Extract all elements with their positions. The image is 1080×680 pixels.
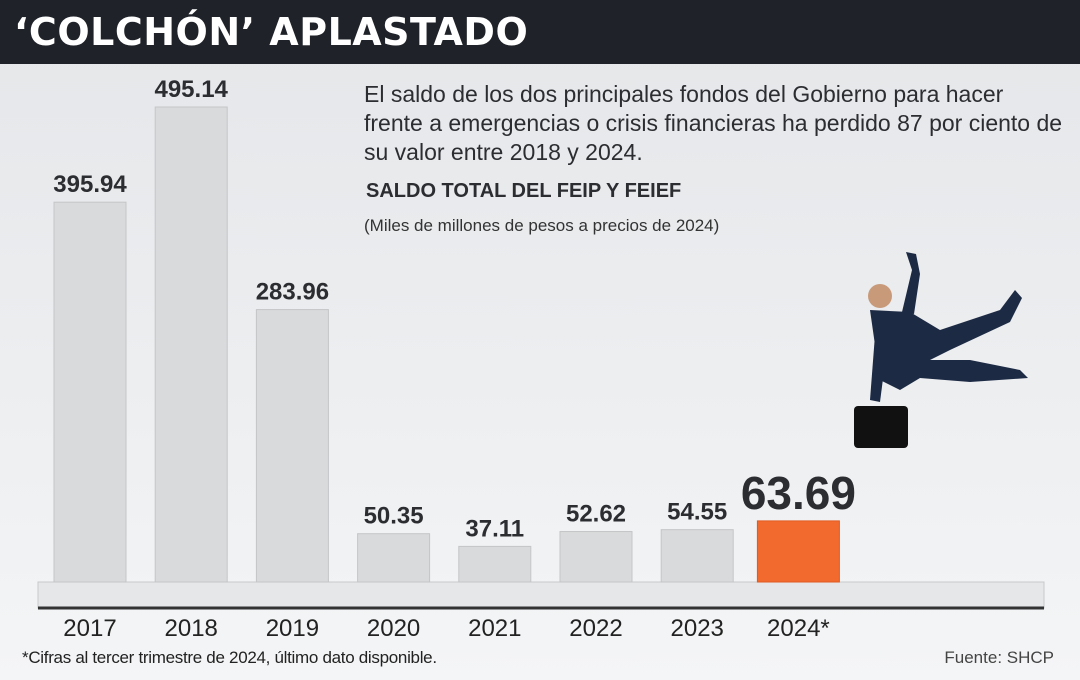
falling-businessman-illustration xyxy=(854,252,1028,448)
data-label: 495.14 xyxy=(154,76,228,103)
x-tick-label: 2020 xyxy=(367,615,420,642)
x-tick-label: 2018 xyxy=(165,615,218,642)
bar-2024* xyxy=(756,520,840,583)
x-tick-label: 2023 xyxy=(671,615,724,642)
bar-2020 xyxy=(357,533,431,583)
x-tick-label: 2022 xyxy=(569,615,622,642)
data-label: 37.11 xyxy=(465,515,524,542)
bar-2017 xyxy=(53,201,127,583)
bar-2019 xyxy=(255,309,329,583)
x-tick-label: 2021 xyxy=(468,615,521,642)
chart-subtitle: (Miles de millones de pesos a precios de… xyxy=(364,216,720,235)
data-label: 395.94 xyxy=(53,171,127,198)
data-label: 54.55 xyxy=(667,499,727,526)
bar-2021 xyxy=(458,545,532,583)
x-tick-label: 2024* xyxy=(767,615,830,642)
x-tick-label: 2017 xyxy=(63,615,116,642)
source: Fuente: SHCP xyxy=(944,648,1054,667)
header-bar: ‘COLCHÓN’ APLASTADO xyxy=(0,0,1080,64)
page-title: ‘COLCHÓN’ APLASTADO xyxy=(14,10,529,54)
data-label: 283.96 xyxy=(256,279,329,306)
bar-2018 xyxy=(154,106,228,583)
x-tick-label: 2019 xyxy=(266,615,319,642)
data-label: 52.62 xyxy=(566,501,626,528)
bar-2023 xyxy=(660,529,734,583)
bar-2022 xyxy=(559,531,633,583)
data-label: 63.69 xyxy=(741,467,856,519)
footnote: *Cifras al tercer trimestre de 2024, últ… xyxy=(22,648,437,667)
data-label: 50.35 xyxy=(364,503,424,530)
chart-title: SALDO TOTAL DEL FEIP Y FEIEF xyxy=(366,180,682,202)
platform xyxy=(37,581,1045,609)
description: El saldo de los dos principales fondos d… xyxy=(364,81,1063,165)
